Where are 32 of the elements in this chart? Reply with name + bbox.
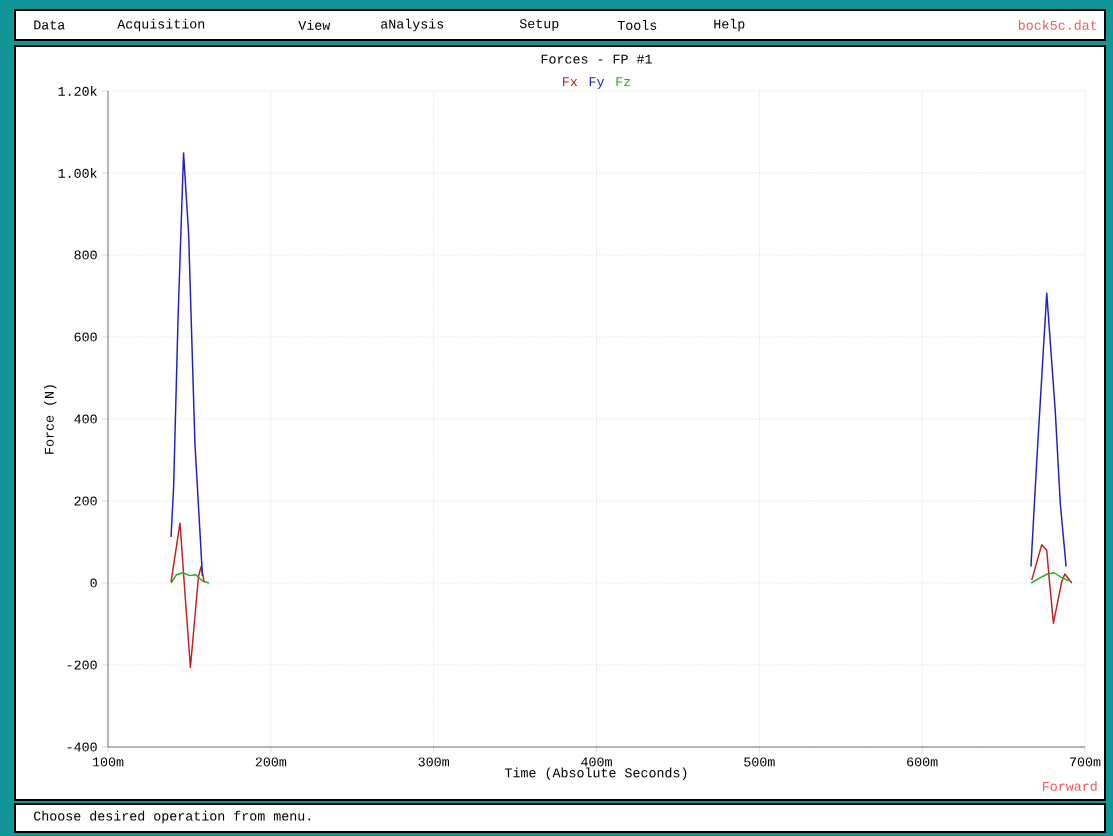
text: View — [298, 20, 331, 30]
y-axis-title: Force (N) — [44, 385, 57, 454]
y-tick-label: 400 — [74, 414, 97, 424]
x-tick-label: 400m — [581, 757, 612, 767]
text: Fy — [589, 77, 605, 89]
text: Help — [714, 18, 745, 32]
text: aNalysis — [381, 18, 444, 32]
x-axis-title: Time (Absolute Seconds) — [504, 767, 687, 781]
y-tick-label: 1.20k — [58, 86, 97, 96]
x-tick-label: 700m — [1070, 757, 1101, 767]
x-tick-label: 600m — [907, 757, 938, 767]
y-tick-label: 800 — [74, 250, 97, 260]
text: Fz — [616, 77, 631, 87]
chart-title: Forces - FP #1 — [541, 54, 652, 64]
text: Setup — [519, 19, 559, 31]
x-tick-label: 200m — [255, 757, 287, 767]
y-tick-label: -200 — [67, 660, 97, 670]
text: Acquisition — [117, 18, 205, 32]
text: Choose desired operation from menu. — [34, 810, 311, 824]
text: Tools — [617, 20, 657, 30]
y-tick-label: 0 — [90, 578, 97, 588]
y-tick-label: 1.00k — [58, 168, 97, 178]
y-tick-label: 600 — [74, 332, 97, 342]
y-tick-label: 200 — [74, 496, 97, 506]
x-tick-label: 500m — [744, 757, 775, 767]
text: bock5c.dat — [1018, 20, 1097, 30]
text: Fx — [563, 77, 578, 87]
text: Forward — [1042, 781, 1097, 791]
x-tick-label: 300m — [418, 757, 449, 767]
y-tick-label: -400 — [67, 742, 97, 752]
x-tick-label: 100m — [92, 757, 124, 767]
text: Data — [34, 20, 65, 30]
